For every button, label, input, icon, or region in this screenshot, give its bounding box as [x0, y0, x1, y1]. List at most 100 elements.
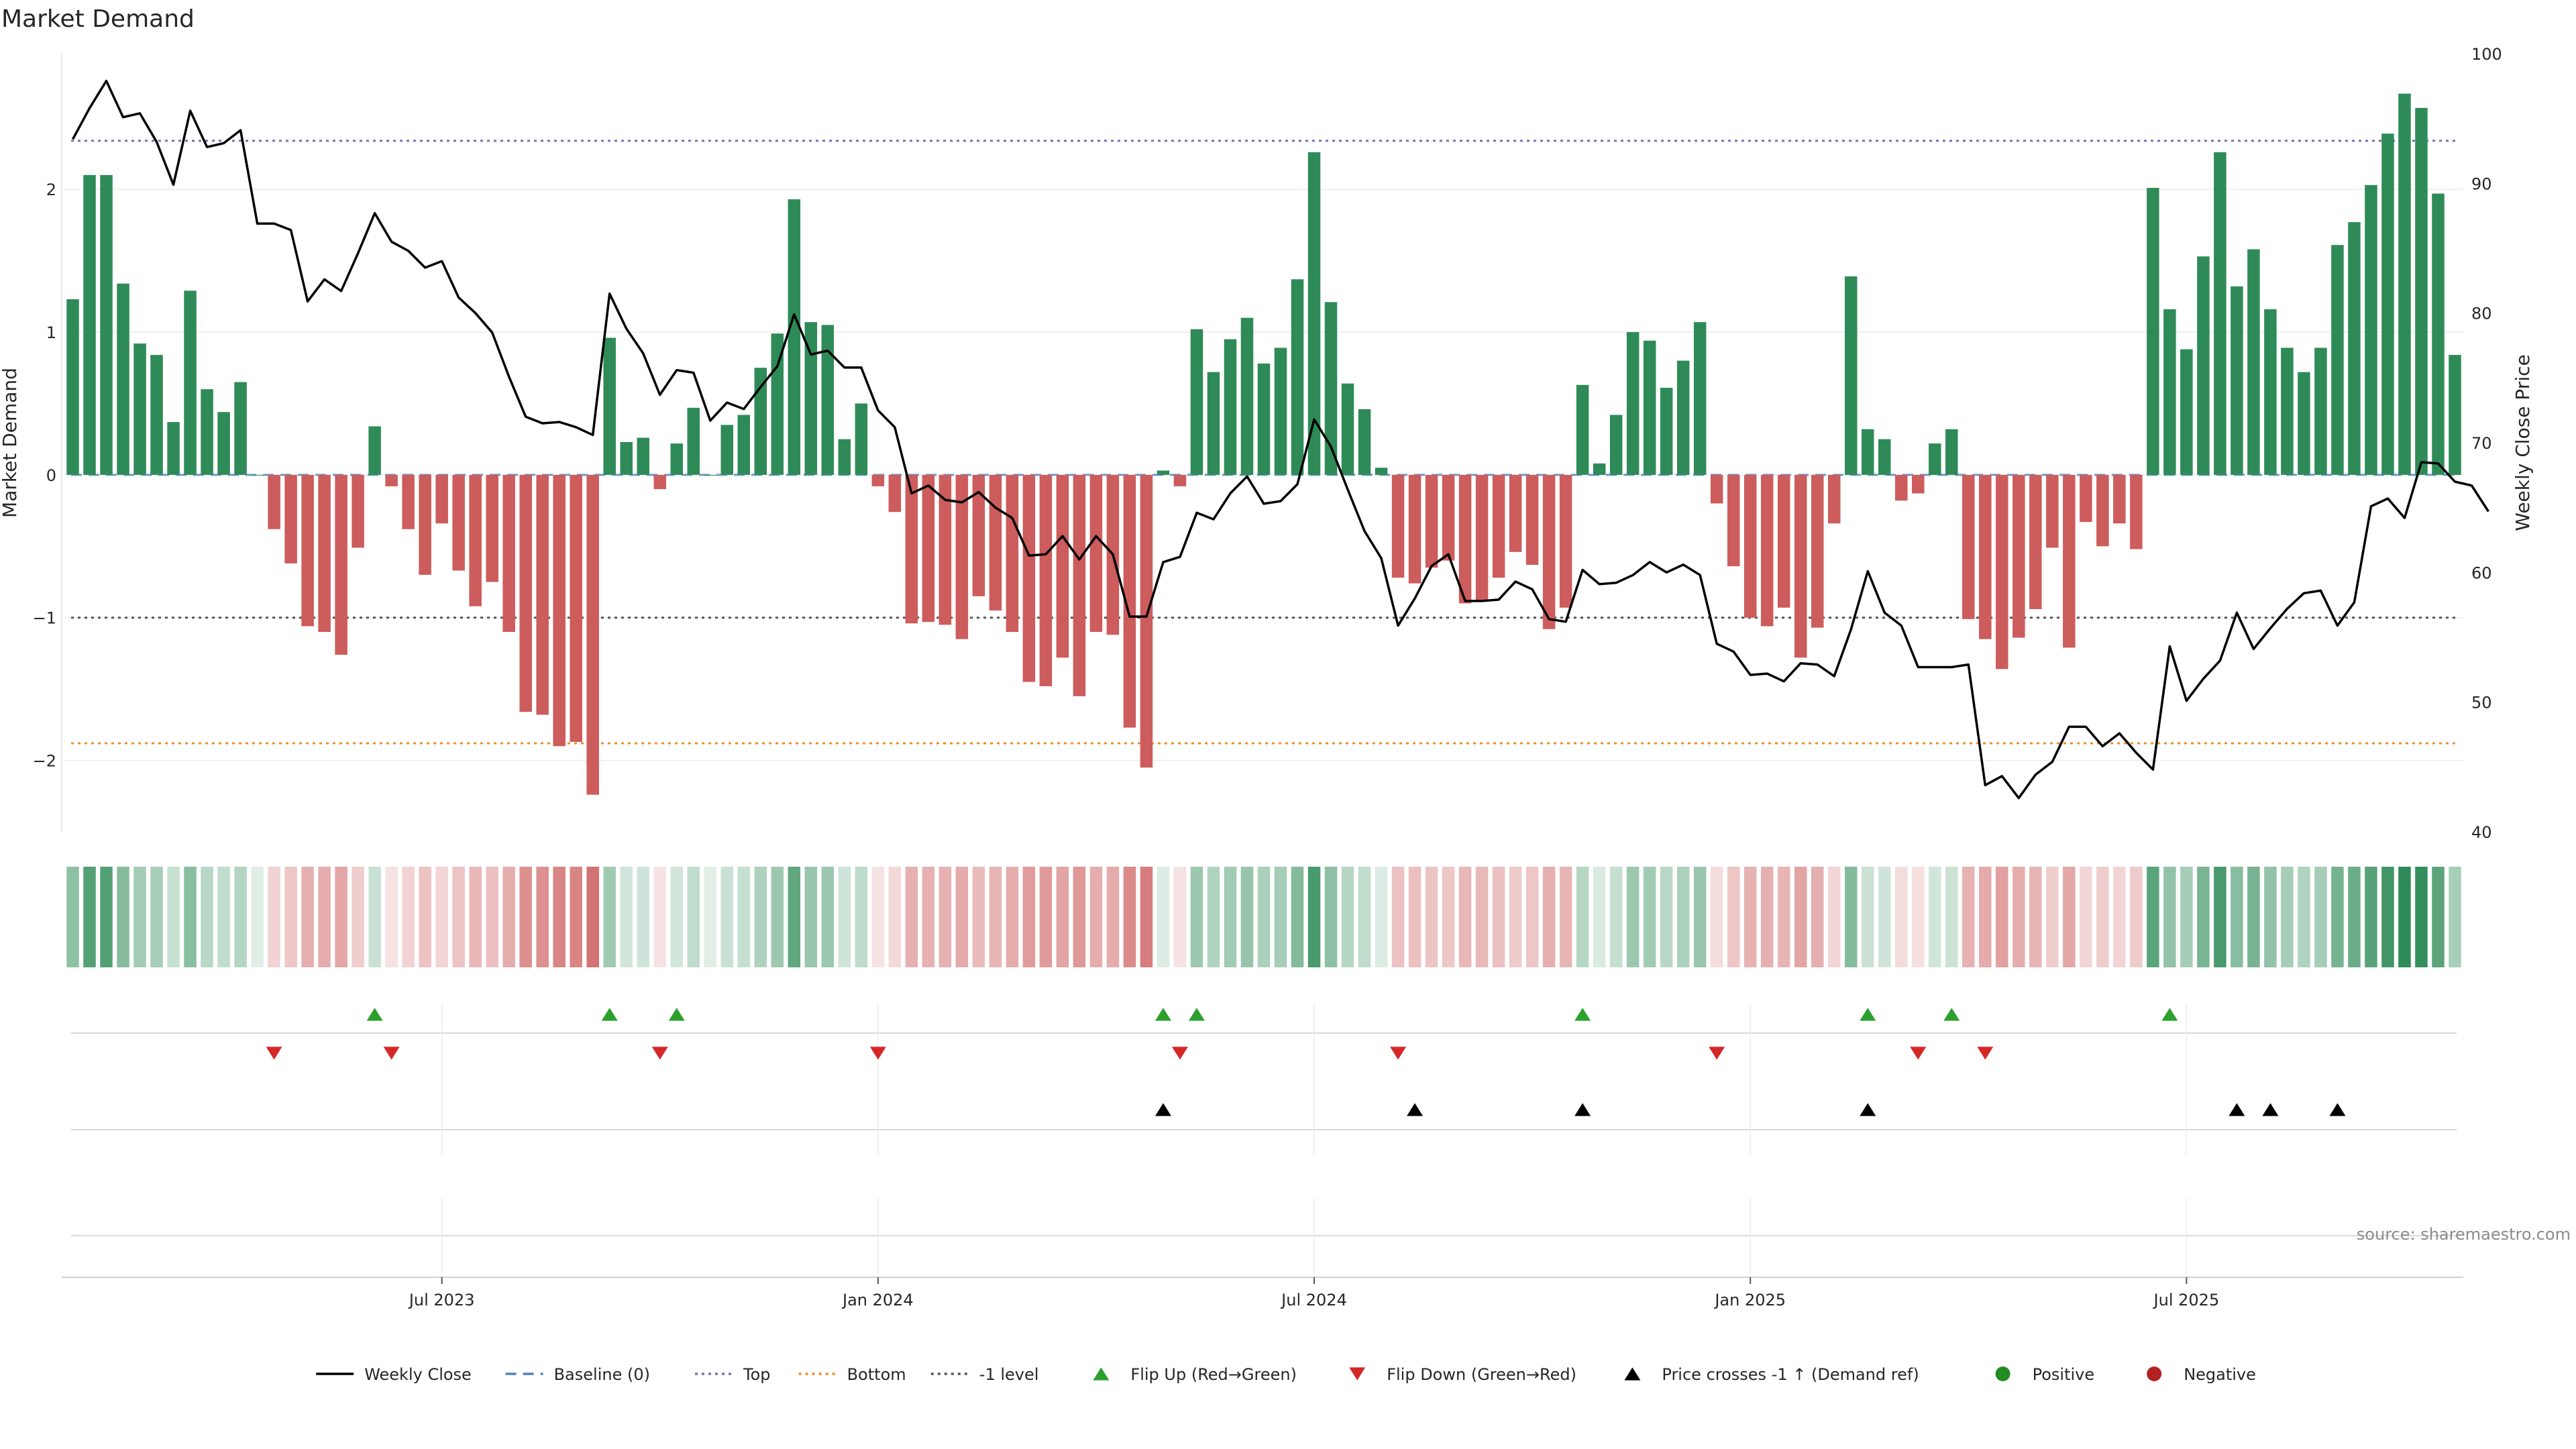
demand-bar — [2231, 286, 2243, 475]
demand-bar — [2080, 474, 2092, 523]
heat-cell — [2214, 867, 2226, 967]
left-tick-label: 1 — [46, 323, 56, 342]
demand-bar — [2029, 474, 2042, 609]
heat-cell — [670, 867, 684, 967]
heat-cell — [2264, 867, 2277, 967]
heat-cell — [1861, 867, 1874, 967]
demand-bar — [2331, 245, 2344, 475]
demand-bar — [1559, 474, 1572, 608]
heat-cell — [2046, 867, 2059, 967]
heat-cell — [167, 867, 180, 967]
flip-up-marker — [601, 1008, 618, 1021]
heat-cell — [117, 867, 129, 967]
heat-cell — [2365, 867, 2377, 967]
heat-cell — [737, 867, 751, 967]
heat-cell — [284, 867, 297, 967]
heat-cell — [2298, 867, 2310, 967]
demand-bar — [2247, 249, 2260, 475]
demand-bar — [1173, 474, 1187, 486]
demand-bar — [1660, 388, 1673, 475]
heat-cell — [184, 867, 197, 967]
heat-cell — [788, 867, 801, 967]
right-y-ticks: 100 90 80 70 60 50 40 — [2471, 45, 2502, 842]
demand-bar — [217, 412, 230, 475]
heat-cell — [922, 867, 935, 967]
weekly-close-series — [71, 79, 2489, 800]
heat-cell — [1811, 867, 1824, 967]
legend-label: Flip Up (Red→Green) — [1130, 1365, 1297, 1384]
demand-bar — [2348, 222, 2361, 475]
demand-bar — [1676, 360, 1690, 475]
demand-bars — [66, 93, 2461, 795]
demand-bar — [1878, 439, 1891, 475]
heat-cell — [2247, 867, 2260, 967]
demand-bar — [1257, 363, 1271, 475]
demand-bar — [1979, 474, 1992, 639]
legend-label: Top — [743, 1365, 771, 1384]
demand-bar — [1777, 474, 1790, 608]
heat-cell — [1073, 867, 1086, 967]
flip-up-marker — [366, 1008, 383, 1021]
heat-cell — [1173, 867, 1187, 967]
heat-cell — [1929, 867, 1941, 967]
heat-cell — [1375, 867, 1388, 967]
demand-bar — [1073, 474, 1086, 696]
demand-bar — [536, 474, 549, 715]
demand-bar — [1291, 279, 1304, 475]
heat-cell — [1307, 867, 1321, 967]
demand-bar — [1408, 474, 1421, 584]
heat-cell — [469, 867, 482, 967]
heat-cell — [1207, 867, 1220, 967]
demand-bar — [368, 426, 381, 475]
legend-swatch — [1349, 1367, 1366, 1381]
heat-cell — [2281, 867, 2294, 967]
heat-cell — [1056, 867, 1069, 967]
legend: Weekly Close Baseline (0) Top Bottom -1 leve… — [316, 1365, 2256, 1384]
heat-cell — [704, 867, 717, 967]
legend-label: Flip Down (Green→Red) — [1387, 1365, 1576, 1384]
demand-bar — [385, 474, 398, 486]
heat-cell — [201, 867, 213, 967]
demand-bar — [502, 474, 515, 633]
flip-down-marker — [869, 1046, 886, 1060]
heat-cell — [1425, 867, 1438, 967]
heat-cell — [1945, 867, 1958, 967]
heat-cell — [217, 867, 230, 967]
demand-bar — [1324, 302, 1338, 475]
x-tick-label: Jul 2025 — [2153, 1291, 2220, 1309]
demand-bar — [1006, 474, 1019, 633]
heat-cell — [100, 867, 113, 967]
demand-bar — [553, 474, 566, 747]
flip-up-marker — [1574, 1008, 1591, 1021]
heat-cell — [720, 867, 734, 967]
legend-label: Negative — [2184, 1365, 2256, 1384]
heat-cell — [1123, 867, 1136, 967]
demand-bar — [2298, 372, 2310, 475]
heat-cell — [1542, 867, 1556, 967]
demand-bar — [1895, 474, 1908, 501]
heat-cell — [855, 867, 868, 967]
demand-bar — [2096, 474, 2109, 547]
heat-cell — [972, 867, 985, 967]
right-tick-label: 90 — [2471, 174, 2492, 193]
heat-cell — [1106, 867, 1120, 967]
heat-cell — [502, 867, 515, 967]
demand-bar — [452, 474, 465, 571]
demand-bar — [435, 474, 448, 524]
demand-bar — [1693, 322, 1707, 475]
demand-bar — [955, 474, 969, 639]
heat-cell — [771, 867, 784, 967]
heat-cell — [352, 867, 364, 967]
demand-bar — [234, 382, 247, 475]
flip-up-marker — [1155, 1008, 1171, 1021]
left-tick-label: −2 — [33, 752, 56, 771]
heat-cell — [1676, 867, 1690, 967]
demand-bar — [2046, 474, 2059, 548]
demand-bar — [888, 474, 902, 513]
demand-bar — [117, 283, 129, 475]
heat-cell — [1525, 867, 1539, 967]
heat-cell — [1743, 867, 1757, 967]
heat-cell — [318, 867, 331, 967]
demand-bar — [2012, 474, 2025, 638]
heat-cell — [1442, 867, 1455, 967]
